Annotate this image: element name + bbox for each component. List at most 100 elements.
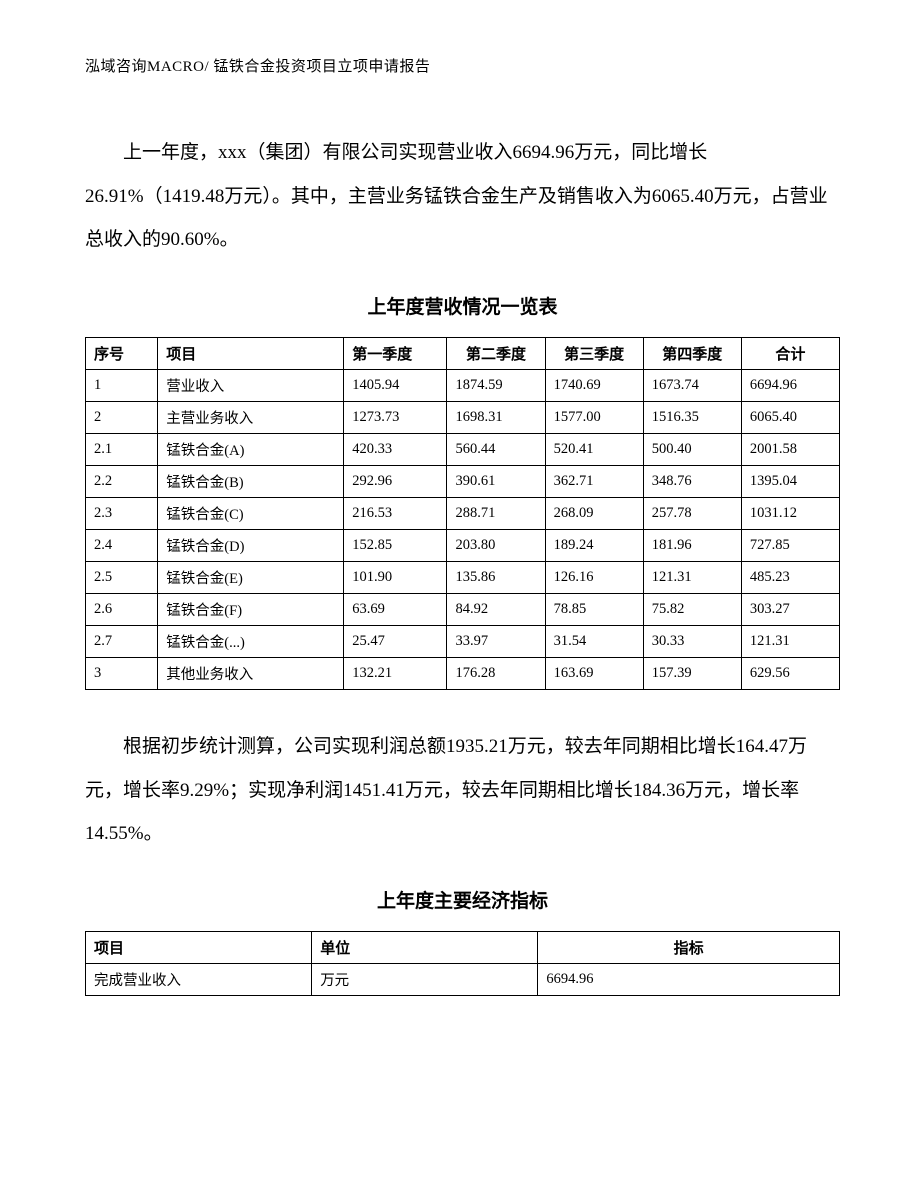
- table-cell: 121.31: [741, 626, 839, 658]
- page-header: 泓域咨询MACRO/ 锰铁合金投资项目立项申请报告: [85, 55, 840, 76]
- table-cell: 2.6: [86, 594, 158, 626]
- table-cell: 560.44: [447, 434, 545, 466]
- table-cell: 25.47: [344, 626, 447, 658]
- table-cell: 1516.35: [643, 402, 741, 434]
- table-cell: 6694.96: [741, 370, 839, 402]
- table-cell: 锰铁合金(A): [158, 434, 344, 466]
- table-cell: 303.27: [741, 594, 839, 626]
- table-cell: 33.97: [447, 626, 545, 658]
- table-row: 2.3锰铁合金(C)216.53288.71268.09257.781031.1…: [86, 498, 840, 530]
- table-cell: 292.96: [344, 466, 447, 498]
- table-row: 2.6锰铁合金(F)63.6984.9278.8575.82303.27: [86, 594, 840, 626]
- col-total: 合计: [741, 338, 839, 370]
- table-cell: 2.2: [86, 466, 158, 498]
- paragraph-1: 上一年度，xxx（集团）有限公司实现营业收入6694.96万元，同比增长26.9…: [85, 131, 840, 262]
- table-cell: 189.24: [545, 530, 643, 562]
- table-cell: 1740.69: [545, 370, 643, 402]
- table-cell: 126.16: [545, 562, 643, 594]
- col-item: 项目: [158, 338, 344, 370]
- table-cell: 485.23: [741, 562, 839, 594]
- col-q1: 第一季度: [344, 338, 447, 370]
- col-indicator: 指标: [538, 932, 840, 964]
- col-q3: 第三季度: [545, 338, 643, 370]
- table-cell: 101.90: [344, 562, 447, 594]
- revenue-table: 序号 项目 第一季度 第二季度 第三季度 第四季度 合计 1营业收入1405.9…: [85, 337, 840, 690]
- col-unit: 单位: [312, 932, 538, 964]
- table-cell: 1405.94: [344, 370, 447, 402]
- table-cell: 1273.73: [344, 402, 447, 434]
- table-row: 2.7锰铁合金(...)25.4733.9731.5430.33121.31: [86, 626, 840, 658]
- table-cell: 121.31: [643, 562, 741, 594]
- table-cell: 216.53: [344, 498, 447, 530]
- table-cell: 其他业务收入: [158, 658, 344, 690]
- table-cell: 1874.59: [447, 370, 545, 402]
- table-cell: 6065.40: [741, 402, 839, 434]
- col-q4: 第四季度: [643, 338, 741, 370]
- table-cell: 390.61: [447, 466, 545, 498]
- paragraph-2: 根据初步统计测算，公司实现利润总额1935.21万元，较去年同期相比增长164.…: [85, 725, 840, 856]
- table-cell: 727.85: [741, 530, 839, 562]
- table-cell: 362.71: [545, 466, 643, 498]
- table-cell: 锰铁合金(B): [158, 466, 344, 498]
- table-cell: 1: [86, 370, 158, 402]
- table-cell: 锰铁合金(F): [158, 594, 344, 626]
- table-cell: 152.85: [344, 530, 447, 562]
- table-cell: 135.86: [447, 562, 545, 594]
- table-cell: 6694.96: [538, 964, 840, 996]
- table-row: 2.4锰铁合金(D)152.85203.80189.24181.96727.85: [86, 530, 840, 562]
- table-cell: 420.33: [344, 434, 447, 466]
- table-cell: 1698.31: [447, 402, 545, 434]
- table-row: 完成营业收入万元6694.96: [86, 964, 840, 996]
- col-index: 序号: [86, 338, 158, 370]
- table-row: 2.1锰铁合金(A)420.33560.44520.41500.402001.5…: [86, 434, 840, 466]
- table-cell: 176.28: [447, 658, 545, 690]
- table-cell: 2.7: [86, 626, 158, 658]
- table-row: 2.2锰铁合金(B)292.96390.61362.71348.761395.0…: [86, 466, 840, 498]
- table-row: 1营业收入1405.941874.591740.691673.746694.96: [86, 370, 840, 402]
- table-row: 2.5锰铁合金(E)101.90135.86126.16121.31485.23: [86, 562, 840, 594]
- table-cell: 万元: [312, 964, 538, 996]
- table-cell: 锰铁合金(E): [158, 562, 344, 594]
- table-cell: 3: [86, 658, 158, 690]
- table-cell: 1031.12: [741, 498, 839, 530]
- table-cell: 132.21: [344, 658, 447, 690]
- col-q2: 第二季度: [447, 338, 545, 370]
- table-cell: 完成营业收入: [86, 964, 312, 996]
- table-cell: 30.33: [643, 626, 741, 658]
- table-cell: 2.3: [86, 498, 158, 530]
- table-cell: 1395.04: [741, 466, 839, 498]
- table-cell: 2001.58: [741, 434, 839, 466]
- table-cell: 2.4: [86, 530, 158, 562]
- table-cell: 2.1: [86, 434, 158, 466]
- table-cell: 1577.00: [545, 402, 643, 434]
- table-cell: 84.92: [447, 594, 545, 626]
- table-cell: 78.85: [545, 594, 643, 626]
- table-cell: 500.40: [643, 434, 741, 466]
- table-cell: 181.96: [643, 530, 741, 562]
- col-project: 项目: [86, 932, 312, 964]
- table-header-row: 序号 项目 第一季度 第二季度 第三季度 第四季度 合计: [86, 338, 840, 370]
- table-cell: 75.82: [643, 594, 741, 626]
- indicator-table: 项目 单位 指标 完成营业收入万元6694.96: [85, 931, 840, 996]
- table-row: 3其他业务收入132.21176.28163.69157.39629.56: [86, 658, 840, 690]
- table-cell: 主营业务收入: [158, 402, 344, 434]
- table-cell: 203.80: [447, 530, 545, 562]
- table-cell: 157.39: [643, 658, 741, 690]
- table-row: 2主营业务收入1273.731698.311577.001516.356065.…: [86, 402, 840, 434]
- table-header-row: 项目 单位 指标: [86, 932, 840, 964]
- table-cell: 288.71: [447, 498, 545, 530]
- table-cell: 629.56: [741, 658, 839, 690]
- table-cell: 268.09: [545, 498, 643, 530]
- table-cell: 锰铁合金(D): [158, 530, 344, 562]
- table-cell: 2.5: [86, 562, 158, 594]
- table-cell: 2: [86, 402, 158, 434]
- table-cell: 348.76: [643, 466, 741, 498]
- table-cell: 163.69: [545, 658, 643, 690]
- table-cell: 锰铁合金(C): [158, 498, 344, 530]
- table-cell: 520.41: [545, 434, 643, 466]
- table-cell: 63.69: [344, 594, 447, 626]
- table-cell: 257.78: [643, 498, 741, 530]
- table-1-title: 上年度营收情况一览表: [85, 292, 840, 319]
- table-cell: 营业收入: [158, 370, 344, 402]
- table-2-title: 上年度主要经济指标: [85, 886, 840, 913]
